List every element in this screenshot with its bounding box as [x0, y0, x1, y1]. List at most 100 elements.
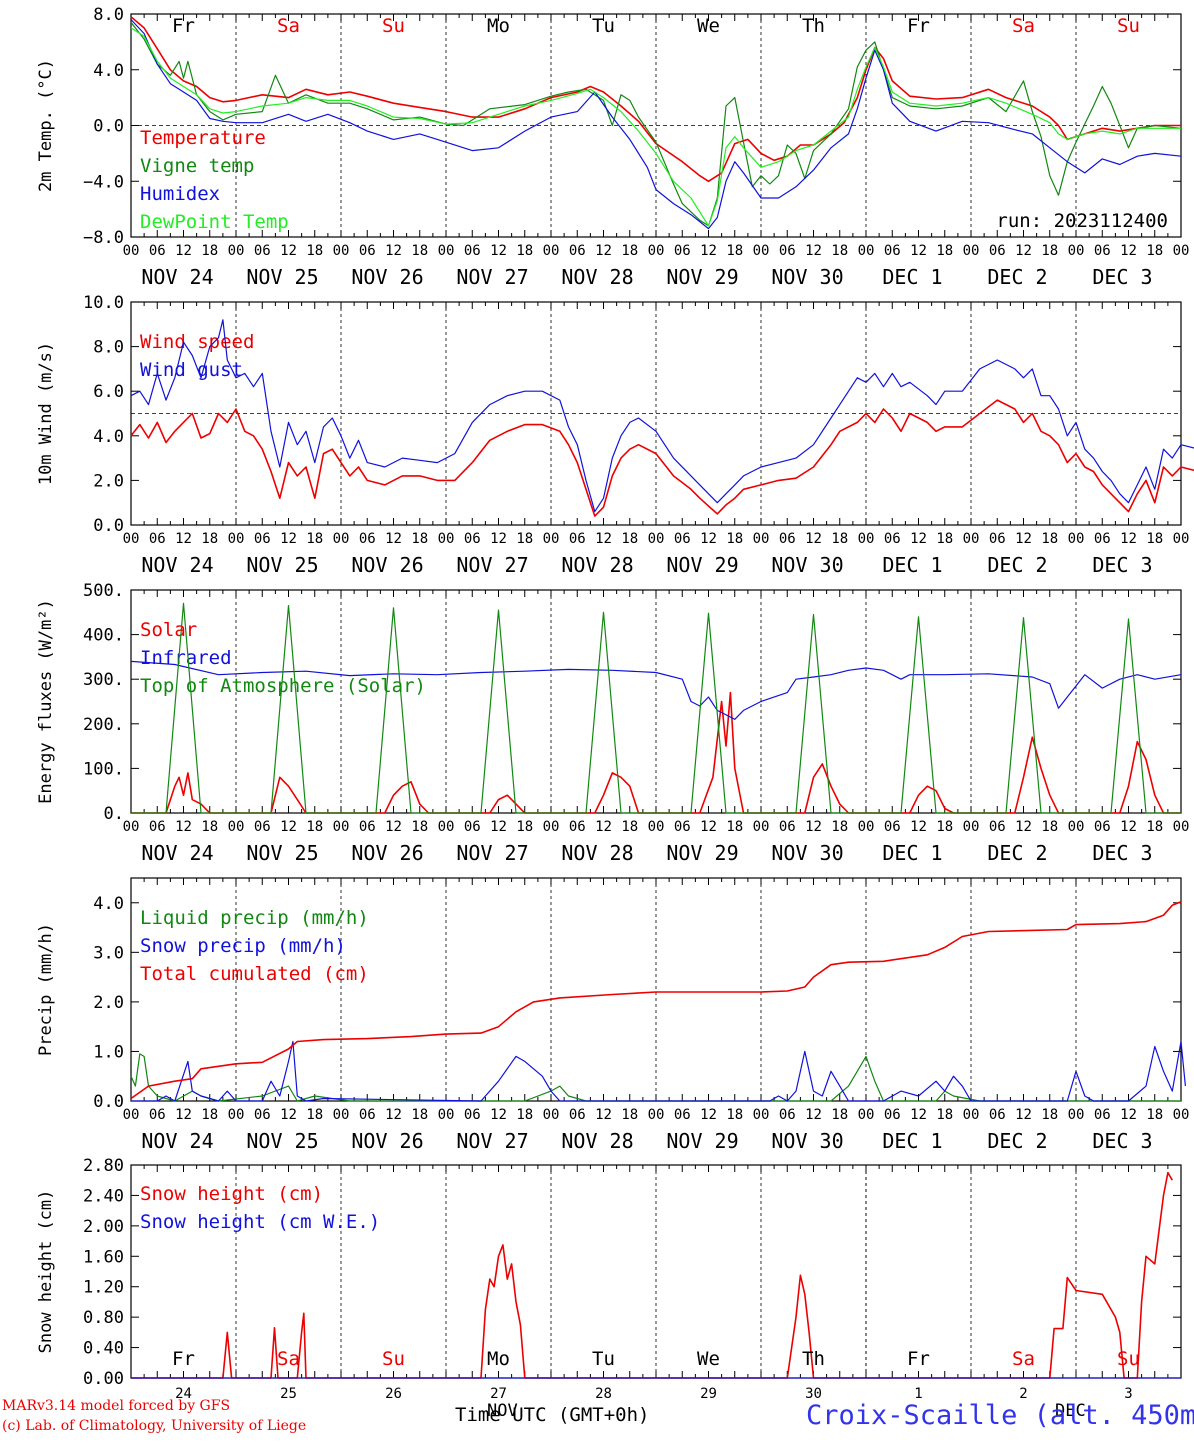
hour-tick-label: 00 [648, 531, 665, 547]
hour-tick-label: 06 [779, 243, 796, 259]
hour-tick-label: 06 [359, 1107, 376, 1123]
hour-tick-label: 00 [648, 819, 665, 835]
legend-entry: Liquid precip (mm/h) [140, 907, 369, 929]
series-line-solar [131, 691, 1181, 814]
date-label: NOV 30 [771, 553, 843, 577]
hour-tick-label: 06 [464, 243, 481, 259]
date-label: DEC 3 [1092, 265, 1152, 289]
hour-tick-label: 18 [201, 531, 218, 547]
hour-tick-label: 12 [700, 819, 717, 835]
date-label: NOV 27 [456, 553, 528, 577]
weekday-label: Su [382, 15, 405, 37]
hour-tick-label: 12 [700, 1107, 717, 1123]
hour-tick-label: 12 [805, 243, 822, 259]
y-tick-label: 400. [83, 626, 124, 646]
legend-entry: Snow height (cm W.E.) [140, 1211, 380, 1233]
hour-tick-label: 00 [858, 243, 875, 259]
legend-entry: Solar [140, 619, 197, 641]
date-label: NOV 25 [246, 265, 318, 289]
y-tick-label: 1.0 [93, 1042, 124, 1062]
weekday-label: Th [802, 1348, 825, 1370]
hour-tick-label: 18 [621, 243, 638, 259]
hour-tick-label: 06 [464, 1107, 481, 1123]
hour-tick-label: 18 [726, 819, 743, 835]
hour-tick-label: 06 [149, 531, 166, 547]
hour-tick-label: 18 [411, 819, 428, 835]
y-tick-label: 0. [104, 804, 124, 824]
hour-tick-label: 18 [1146, 1107, 1163, 1123]
hour-tick-label: 12 [1120, 819, 1137, 835]
hour-tick-label: 00 [753, 243, 770, 259]
hour-tick-label: 00 [333, 243, 350, 259]
weekday-label: Fr [907, 15, 930, 37]
hour-tick-label: 00 [228, 243, 245, 259]
hour-tick-label: 06 [1094, 819, 1111, 835]
hour-tick-label: 00 [123, 1107, 140, 1123]
date-label: NOV 24 [141, 553, 213, 577]
hour-tick-label: 06 [779, 1107, 796, 1123]
series-line-snow-precip-mm-h- [131, 1040, 1186, 1102]
y-tick-label: 0.40 [83, 1339, 124, 1359]
hour-tick-label: 00 [333, 531, 350, 547]
hour-tick-label: 18 [306, 243, 323, 259]
y-axis-title: Precip (mm/h) [36, 923, 56, 1056]
hour-tick-label: 00 [228, 531, 245, 547]
hour-tick-label: 12 [1120, 243, 1137, 259]
hour-tick-label: 06 [989, 1107, 1006, 1123]
series-line-wind-gust [130, 319, 1194, 513]
series-line-temperature [130, 16, 1181, 183]
weekday-label: Th [802, 15, 825, 37]
hour-tick-label: 18 [726, 531, 743, 547]
hour-tick-label: 12 [385, 1107, 402, 1123]
legend-entry: Top of Atmosphere (Solar) [140, 675, 426, 697]
hour-tick-label: 06 [359, 819, 376, 835]
hour-tick-label: 18 [411, 243, 428, 259]
date-label: DEC 2 [987, 553, 1047, 577]
date-label: NOV 26 [351, 265, 423, 289]
hour-tick-label: 00 [963, 1107, 980, 1123]
x-axis-label: Time UTC (GMT+0h) [455, 1404, 650, 1426]
date-label: NOV 28 [561, 265, 633, 289]
hour-tick-label: 00 [753, 1107, 770, 1123]
hour-tick-label: 00 [438, 531, 455, 547]
hour-tick-label: 06 [884, 531, 901, 547]
y-tick-label: 10.0 [83, 293, 124, 313]
hour-tick-label: 18 [831, 243, 848, 259]
y-tick-label: 4.0 [93, 427, 124, 447]
hour-tick-label: 12 [595, 531, 612, 547]
hour-tick-label: 06 [149, 819, 166, 835]
credit-line-1: MARv3.14 model forced by GFS [2, 1398, 231, 1414]
hour-tick-label: 18 [936, 1107, 953, 1123]
hour-tick-label: 12 [490, 243, 507, 259]
hour-tick-label: 18 [621, 819, 638, 835]
hour-tick-label: 00 [123, 243, 140, 259]
day-number-label: 2 [1019, 1386, 1027, 1402]
series-line-infrared [130, 660, 1182, 720]
y-tick-label: 3.0 [93, 943, 124, 963]
hour-tick-label: 00 [228, 1107, 245, 1123]
hour-tick-label: 12 [805, 819, 822, 835]
hour-tick-label: 18 [621, 1107, 638, 1123]
hour-tick-label: 12 [700, 243, 717, 259]
hour-tick-label: 12 [805, 531, 822, 547]
y-tick-label: −4.0 [83, 172, 124, 192]
hour-tick-label: 12 [1120, 531, 1137, 547]
legend-entry: Vigne temp [140, 155, 254, 177]
y-tick-label: 4.0 [93, 894, 124, 914]
hour-tick-label: 00 [543, 1107, 560, 1123]
x-axis-month-nov: NOV [487, 1401, 518, 1421]
hour-tick-label: 00 [333, 819, 350, 835]
hour-tick-label: 18 [1041, 1107, 1058, 1123]
date-label: NOV 26 [351, 553, 423, 577]
hour-tick-label: 06 [674, 819, 691, 835]
hour-tick-label: 00 [123, 819, 140, 835]
hour-tick-label: 12 [385, 819, 402, 835]
hour-tick-label: 12 [1015, 531, 1032, 547]
hour-tick-label: 00 [858, 819, 875, 835]
date-label: NOV 27 [456, 841, 528, 865]
hour-tick-label: 06 [779, 531, 796, 547]
hour-tick-label: 18 [1146, 531, 1163, 547]
y-tick-label: 100. [83, 759, 124, 779]
date-label: NOV 30 [771, 1129, 843, 1153]
date-label: NOV 26 [351, 1129, 423, 1153]
